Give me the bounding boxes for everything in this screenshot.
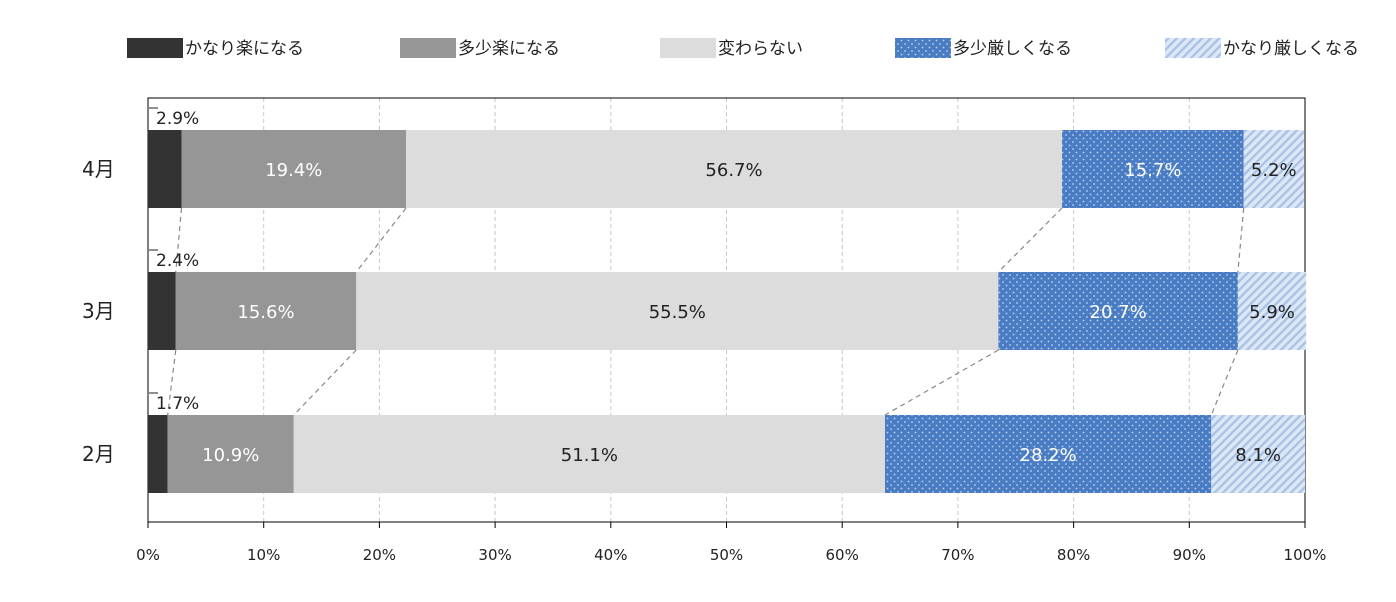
bar-segment (1062, 130, 1244, 208)
series-line (884, 349, 999, 416)
series-line (293, 349, 357, 416)
data-label: 8.1% (1235, 445, 1281, 466)
bar-segment (148, 130, 182, 208)
x-tick-label: 60% (826, 546, 859, 564)
data-label: 20.7% (1090, 302, 1147, 323)
data-label: 15.7% (1124, 160, 1181, 181)
bars-layer (148, 130, 1307, 493)
data-label: 55.5% (649, 302, 706, 323)
x-tick-label: 90% (1173, 546, 1206, 564)
bar-segment (1237, 272, 1307, 350)
bar-segment (1243, 130, 1304, 208)
x-tick-label: 0% (136, 546, 160, 564)
legend-swatch-4 (895, 38, 951, 58)
category-label: 4月 (82, 157, 115, 181)
legend-swatch-5 (1165, 38, 1221, 58)
data-label: 10.9% (202, 445, 259, 466)
legend-swatch-3 (660, 38, 716, 58)
bar-segment (406, 130, 1063, 208)
legend-label-4: 多少厳しくなる (953, 39, 1072, 59)
connector-lines (167, 207, 1245, 416)
bar-segment (175, 272, 357, 350)
x-tick-label: 100% (1284, 546, 1327, 564)
x-tick-label: 70% (941, 546, 974, 564)
legend-label-5: かなり厳しくなる (1223, 39, 1359, 59)
data-label: 28.2% (1020, 445, 1077, 466)
bar-segment (167, 415, 294, 493)
bar-segment (356, 272, 999, 350)
data-label: 56.7% (705, 160, 762, 181)
series-line (1237, 207, 1245, 273)
x-tick-label: 20% (363, 546, 396, 564)
series-line (167, 349, 177, 416)
bar-segment (148, 415, 168, 493)
legend: かなり楽になる 多少楽になる 変わらない 多少厳しくなる かなり厳しくなる (127, 38, 1359, 59)
bar-segment (998, 272, 1238, 350)
data-label: 51.1% (561, 445, 618, 466)
legend-swatch-1 (127, 38, 183, 58)
data-label: 15.6% (237, 302, 294, 323)
legend-label-1: かなり楽になる (185, 39, 304, 59)
bar-segment (181, 130, 407, 208)
bar-segment (293, 415, 886, 493)
data-label: 5.2% (1251, 160, 1297, 181)
category-label: 2月 (82, 442, 115, 466)
axes: 0% 10% 20% 30% 40% 50% 60% 70% 80% 90% 100% (136, 522, 1326, 564)
data-label: 2.4% (156, 251, 199, 271)
x-tick-label: 50% (710, 546, 743, 564)
data-label: 2.9% (156, 109, 199, 129)
data-label: 19.4% (265, 160, 322, 181)
bar-segment (1211, 415, 1305, 493)
legend-swatch-2 (400, 38, 456, 58)
category-label: 3月 (82, 299, 115, 323)
x-tick-label: 10% (247, 546, 280, 564)
series-line (175, 207, 183, 273)
data-label: 1.7% (156, 394, 199, 414)
legend-label-2: 多少楽になる (458, 39, 560, 59)
x-tick-label: 80% (1057, 546, 1090, 564)
data-label: 5.9% (1249, 302, 1295, 323)
series-line (1210, 349, 1239, 416)
x-tick-label: 40% (594, 546, 627, 564)
x-tick-label: 30% (478, 546, 511, 564)
bar-segment (148, 272, 176, 350)
legend-label-3: 変わらない (718, 39, 803, 59)
series-line (997, 207, 1063, 273)
bar-segment (885, 415, 1212, 493)
series-line (355, 207, 407, 273)
data-labels: 4月 2.9% 19.4% 56.7% 15.7% 5.2% 3月 2.4% 15.6% 55.5… (82, 107, 1297, 466)
